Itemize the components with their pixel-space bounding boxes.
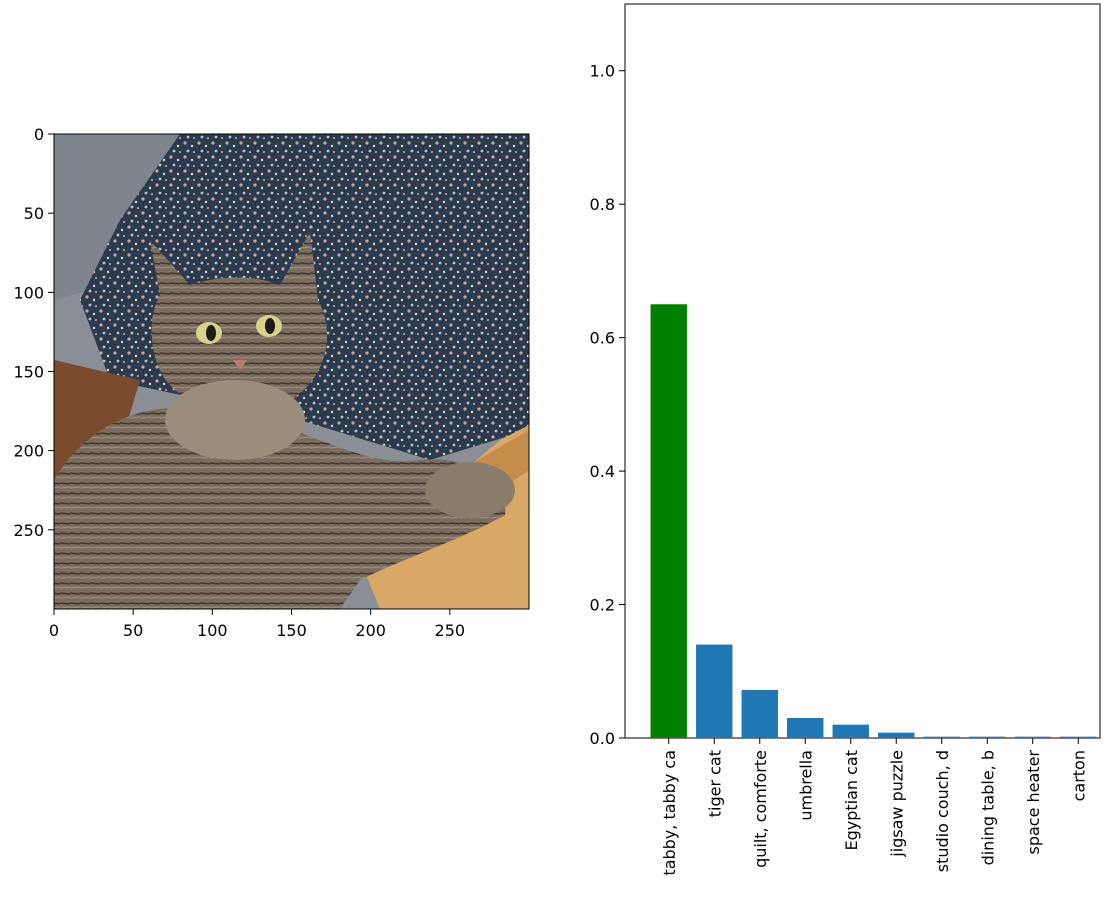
bar-category-label: studio couch, d — [933, 750, 952, 872]
image-y-tick-label: 150 — [13, 363, 44, 382]
bar-y-tick-label: 0.4 — [590, 462, 615, 481]
bar — [878, 732, 915, 738]
bar — [741, 689, 778, 738]
bar — [832, 724, 869, 738]
bar-category-label: quilt, comforte — [751, 750, 770, 868]
bar-series — [650, 304, 1097, 738]
image-y-tick-label: 0 — [34, 125, 44, 144]
bar-category-label: jigsaw puzzle — [887, 750, 906, 858]
image-y-ticks: 0 50 100 150 200 250 — [13, 125, 54, 540]
bar — [696, 644, 733, 738]
image-x-tick-label: 0 — [49, 621, 59, 640]
image-x-ticks: 0 50 100 150 200 250 — [49, 609, 465, 640]
bar-category-label: Egyptian cat — [842, 750, 861, 851]
bar-category-label: space heater — [1024, 750, 1043, 855]
bar — [1014, 736, 1051, 738]
bar-y-tick-label: 1.0 — [590, 62, 615, 81]
bar-x-ticks: tabby, tabby ca tiger cat quilt, comforte u… — [660, 738, 1088, 876]
bar-category-label: tabby, tabby ca — [660, 750, 679, 876]
image-y-tick-label: 50 — [24, 204, 44, 223]
bar — [969, 736, 1006, 738]
bar-y-tick-label: 0.2 — [590, 596, 615, 615]
image-x-tick-label: 250 — [435, 621, 466, 640]
bar-axes: 0.0 0.2 0.4 0.6 0.8 1.0 tabby, tabby ca tiger … — [590, 3, 1101, 876]
bar-category-label: carton — [1069, 750, 1088, 801]
bar — [923, 736, 960, 738]
image-y-tick-label: 200 — [13, 442, 44, 461]
image-x-tick-label: 100 — [197, 621, 228, 640]
bar-y-ticks: 0.0 0.2 0.4 0.6 0.8 1.0 — [590, 62, 625, 748]
image-y-tick-label: 100 — [13, 283, 44, 302]
bar-category-label: umbrella — [796, 750, 815, 821]
bar-plot-frame — [624, 3, 1101, 739]
bar-y-tick-label: 0.0 — [590, 729, 615, 748]
bar-category-label: dining table, b — [978, 750, 997, 865]
image-x-tick-label: 200 — [355, 621, 386, 640]
image-x-tick-label: 50 — [123, 621, 143, 640]
bar-y-tick-label: 0.8 — [590, 195, 615, 214]
bar — [787, 717, 824, 738]
cat-photo — [54, 134, 529, 609]
image-y-tick-label: 250 — [13, 521, 44, 540]
bar — [1060, 736, 1097, 738]
image-axes: 0 50 100 150 200 250 0 50 100 150 200 250 — [13, 125, 530, 640]
bar-y-tick-label: 0.6 — [590, 329, 615, 348]
bar — [650, 304, 687, 738]
image-x-tick-label: 150 — [276, 621, 307, 640]
bar-category-label: tiger cat — [705, 750, 724, 817]
